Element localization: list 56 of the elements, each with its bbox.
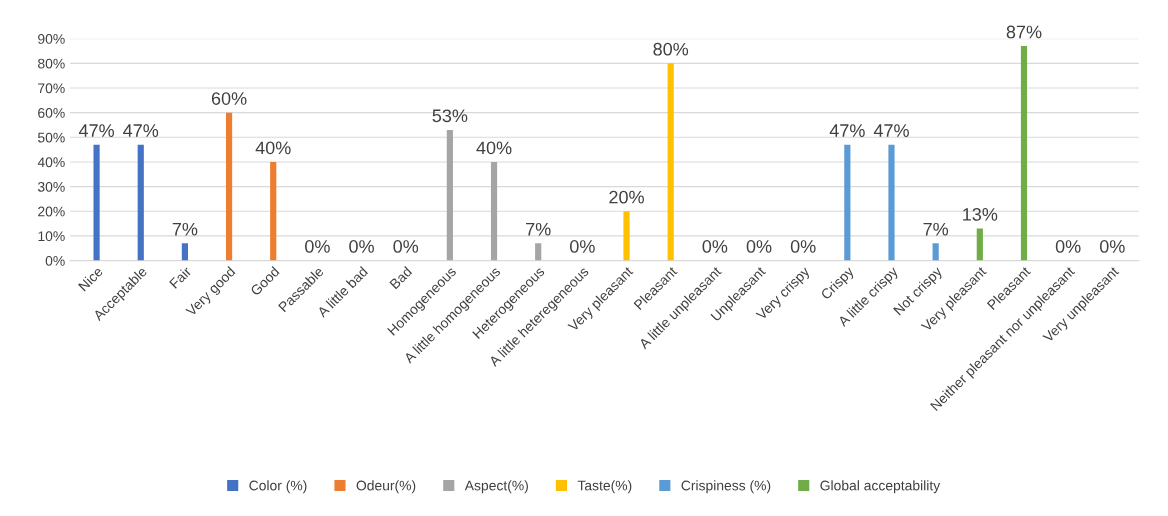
data-label: 0% bbox=[702, 240, 728, 253]
bar bbox=[888, 144, 895, 261]
legend-label: Crispiness (%) bbox=[681, 480, 771, 494]
data-label: 0% bbox=[305, 240, 330, 253]
y-tick-label: 40% bbox=[37, 157, 65, 168]
data-label: 87% bbox=[1006, 25, 1042, 39]
y-tick-label: 20% bbox=[38, 206, 65, 217]
data-label: 0% bbox=[570, 240, 595, 253]
bar bbox=[976, 228, 983, 261]
legend-label: Aspect(%) bbox=[464, 480, 528, 494]
data-label: 13% bbox=[963, 208, 998, 221]
data-label: 47% bbox=[873, 124, 909, 137]
bar bbox=[446, 129, 453, 261]
legend-label: Global acceptability bbox=[820, 480, 941, 494]
bar bbox=[490, 161, 498, 261]
bar bbox=[623, 211, 630, 261]
bar bbox=[667, 63, 674, 261]
y-tick-label: 0% bbox=[45, 255, 65, 266]
data-label: 0% bbox=[1055, 240, 1081, 253]
data-label: 0% bbox=[1099, 240, 1125, 253]
y-tick-label: 90% bbox=[38, 34, 65, 44]
bar bbox=[93, 144, 100, 261]
y-tick-label: 10% bbox=[38, 231, 65, 242]
legend-label: Color (%) bbox=[249, 480, 307, 494]
data-label: 53% bbox=[432, 109, 468, 123]
x-tick-label: Fair bbox=[168, 265, 192, 289]
legend-label: Taste(%) bbox=[577, 480, 632, 494]
data-label: 20% bbox=[609, 190, 644, 204]
bar bbox=[932, 243, 939, 261]
bar bbox=[225, 112, 233, 261]
data-label: 40% bbox=[255, 141, 291, 155]
data-label: 47% bbox=[123, 124, 159, 137]
data-label: 47% bbox=[78, 124, 114, 137]
bar bbox=[270, 161, 277, 261]
data-label: 47% bbox=[829, 124, 865, 137]
data-label: 40% bbox=[476, 141, 512, 155]
y-tick-label: 60% bbox=[38, 107, 65, 118]
data-label: 0% bbox=[349, 240, 374, 253]
data-label: 60% bbox=[211, 92, 247, 105]
legend-label: Odeur(%) bbox=[356, 480, 416, 494]
bar bbox=[137, 144, 144, 261]
bar bbox=[535, 243, 542, 261]
bar bbox=[1020, 46, 1028, 261]
data-label: 0% bbox=[393, 240, 419, 253]
data-label: 0% bbox=[746, 240, 772, 253]
data-label: 7% bbox=[923, 222, 949, 236]
y-tick-label: 30% bbox=[37, 181, 65, 192]
bar bbox=[844, 144, 851, 261]
data-label: 7% bbox=[172, 222, 198, 236]
bar bbox=[181, 243, 188, 261]
data-label: 0% bbox=[790, 240, 816, 253]
y-tick-label: 80% bbox=[38, 58, 65, 69]
data-label: 7% bbox=[526, 222, 551, 236]
y-tick-label: 70% bbox=[38, 83, 65, 94]
data-label: 80% bbox=[653, 42, 689, 56]
y-tick-label: 50% bbox=[37, 132, 65, 143]
